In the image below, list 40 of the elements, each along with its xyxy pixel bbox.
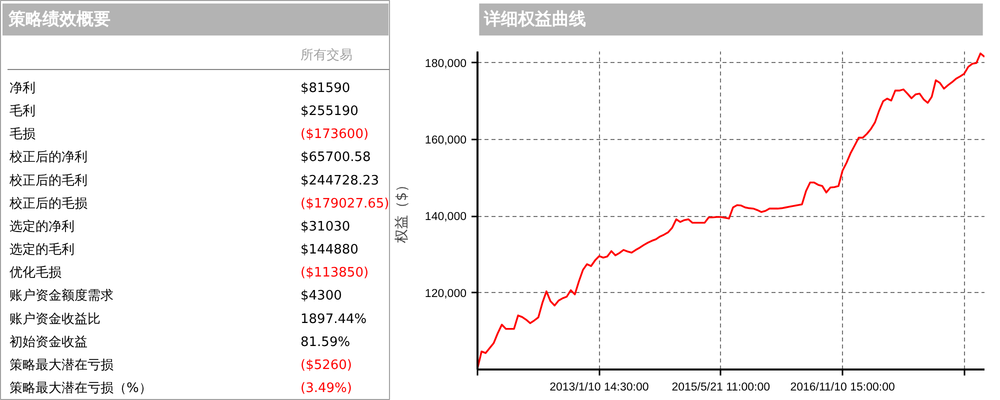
y-tick-label: 180,000 <box>424 58 467 70</box>
category-label: 校正后的毛损 <box>8 196 88 212</box>
y-tick-label: 140,000 <box>424 211 467 224</box>
data-label: ($113850) <box>300 266 369 281</box>
data-label: $65700.58 <box>300 150 371 166</box>
data-label: 1897.44% <box>300 312 367 327</box>
data-label: ($179027.65) <box>300 196 390 212</box>
data-label: $81590 <box>300 81 350 96</box>
category-label: 初始资金收益 <box>10 334 88 350</box>
category-label: 选定的净利 <box>10 219 74 234</box>
data-label: (3.49%) <box>300 381 352 396</box>
y-tick-label: 120,000 <box>424 288 467 300</box>
category-label: 策略最大潜在亏损 <box>10 358 114 373</box>
line-series <box>478 52 984 370</box>
data-label: $31030 <box>300 219 350 234</box>
data-label: ($173600) <box>300 127 369 142</box>
category-label: 选定的毛利 <box>10 242 74 258</box>
y-axis-title: 权益（$） <box>394 178 410 244</box>
data-label: $144880 <box>300 242 358 258</box>
x-tick-label: 2016/11/10 15:00:00 <box>790 382 895 394</box>
category-label: 毛损 <box>10 127 36 142</box>
text: 所有交易 <box>300 47 352 63</box>
category-label: 账户资金收益比 <box>10 312 100 327</box>
y-tick-label: 160,000 <box>424 134 467 147</box>
category-label: 净利 <box>10 81 36 96</box>
category-label: 校正后的毛利 <box>8 173 88 188</box>
x-tick-label: 2015/5/21 11:00:00 <box>672 382 770 394</box>
chart-title: 详细权益曲线 <box>483 10 586 30</box>
x-tick-label: 2013/1/10 14:30:00 <box>550 382 649 394</box>
category-label: 策略最大潜在亏损（%） <box>10 381 152 396</box>
text: 策略绩效概要 <box>8 10 110 30</box>
category-label: 优化毛损 <box>10 266 62 281</box>
data-label: $244728.23 <box>300 173 380 188</box>
data-label: $4300 <box>300 288 342 304</box>
data-label: ($5260) <box>300 358 352 373</box>
category-label: 校正后的净利 <box>8 150 88 166</box>
data-label: $255190 <box>300 104 358 120</box>
category-label: 毛利 <box>10 104 36 120</box>
category-label: 账户资金额度需求 <box>10 288 114 304</box>
data-label: 81.59% <box>300 334 350 350</box>
